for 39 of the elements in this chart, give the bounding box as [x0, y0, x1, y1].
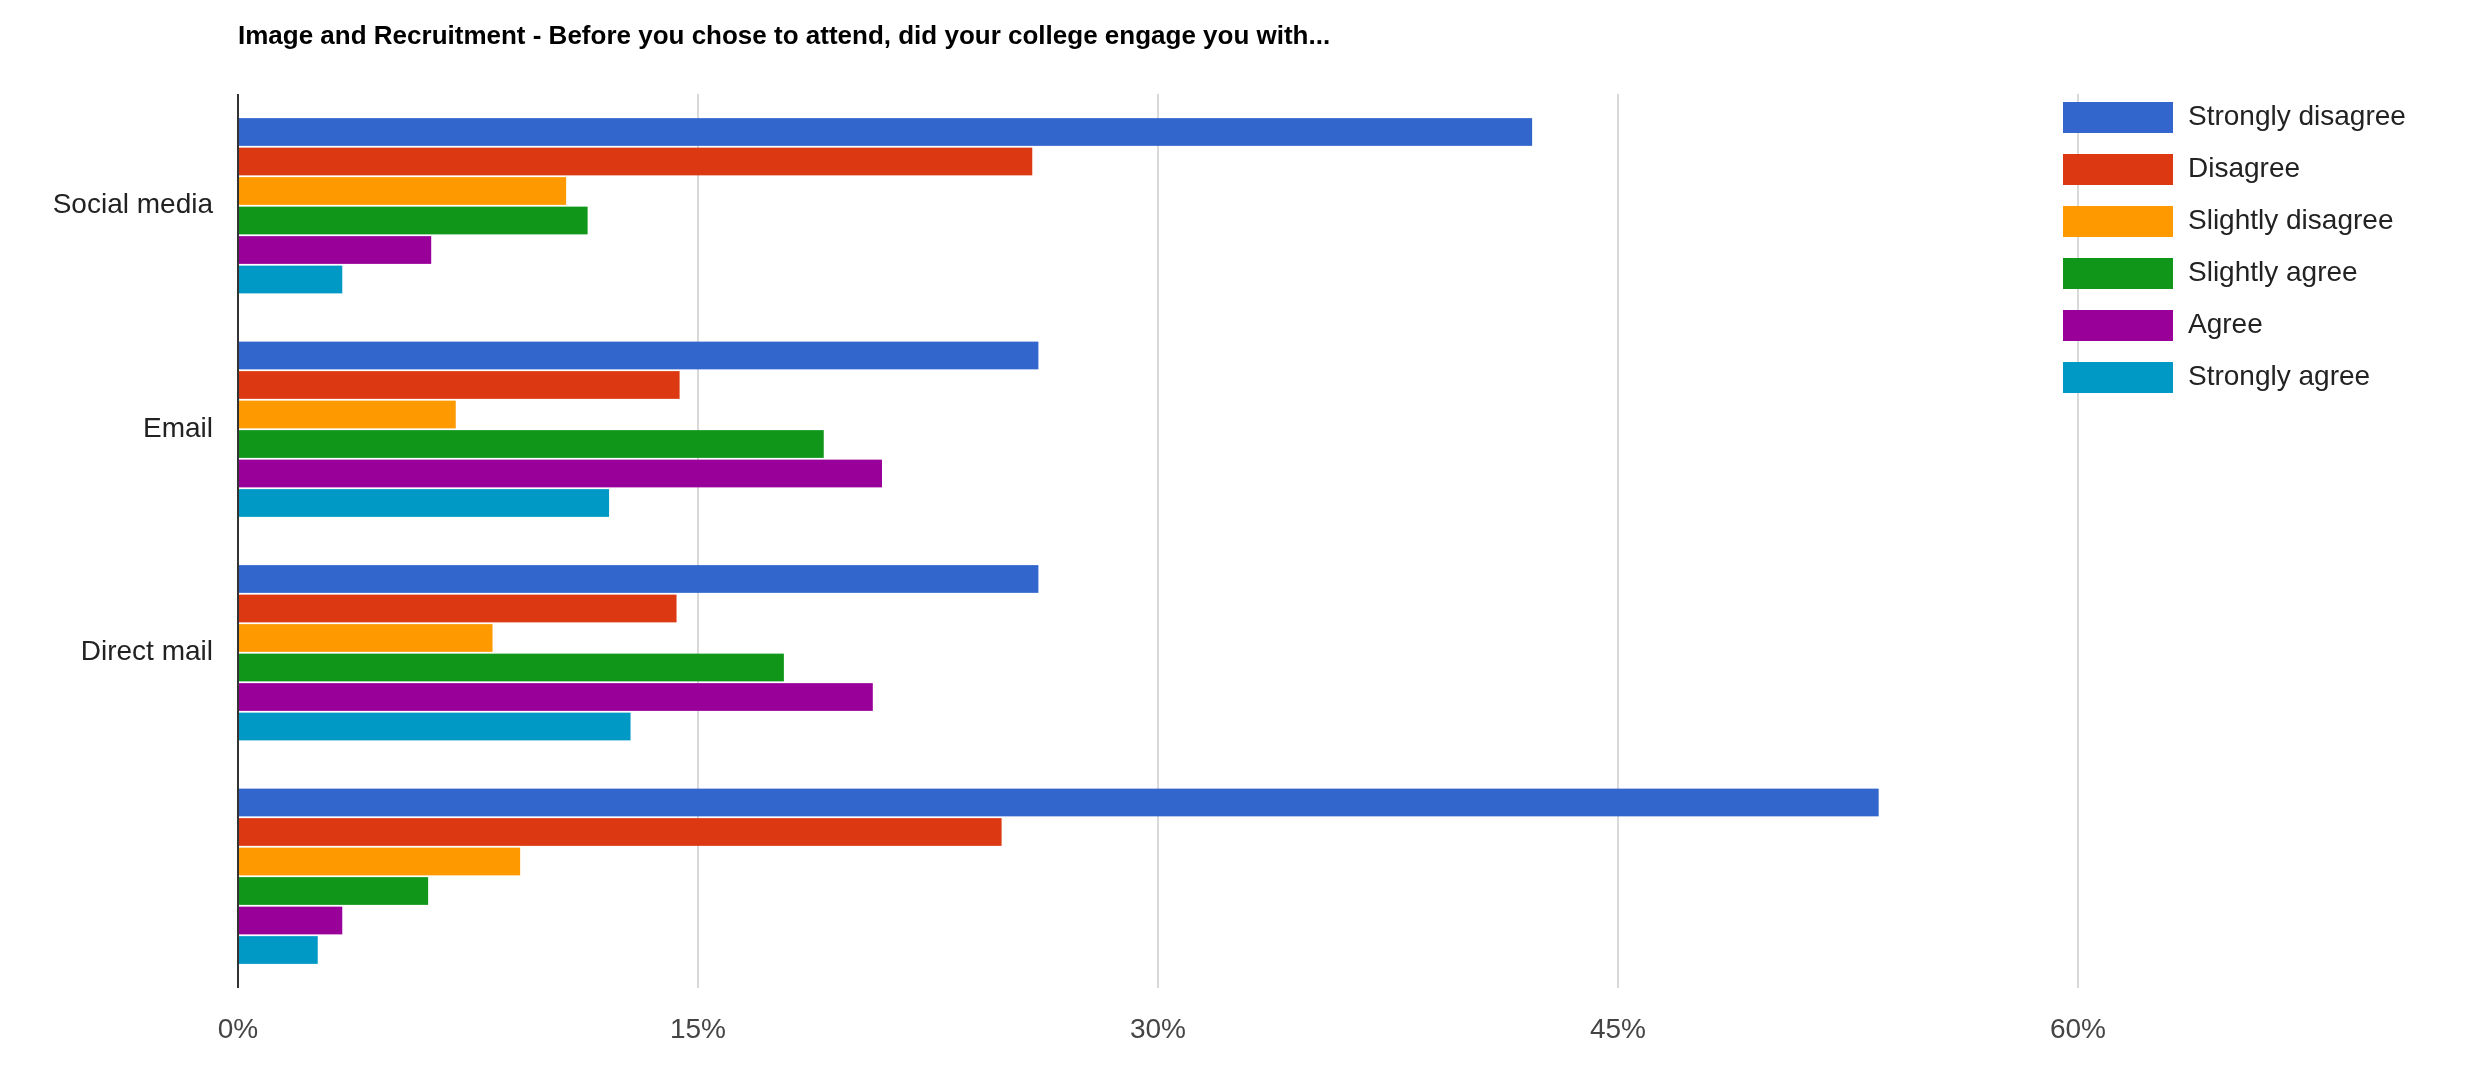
x-tick-label: 60% [2049, 1013, 2107, 1044]
bar [238, 565, 1039, 593]
bar [238, 906, 343, 935]
y-tick-label: Social media [52, 188, 214, 220]
bar [238, 594, 677, 623]
bar [238, 118, 1533, 146]
x-tick-label: 15% [669, 1013, 727, 1044]
bar [238, 877, 429, 905]
bar [238, 177, 567, 205]
x-tick-label: 45% [1589, 1013, 1647, 1044]
bar [238, 371, 680, 399]
legend-label: Slightly disagree [2188, 204, 2394, 236]
bar [238, 147, 1033, 176]
x-tick-label: 0% [217, 1013, 259, 1044]
bar [238, 236, 432, 264]
legend-label: Disagree [2188, 152, 2301, 184]
legend-label: Strongly agree [2188, 360, 2371, 392]
chart-title: Image and Recruitment - Before you chose to attend, did your college engage you with... [238, 20, 1331, 50]
bar [238, 788, 1879, 817]
legend-label: Strongly disagree [2188, 100, 2406, 132]
bar [238, 653, 784, 682]
bar [238, 489, 610, 517]
bar [238, 341, 1039, 370]
bar [238, 818, 1002, 846]
bar [238, 624, 493, 652]
bar [238, 400, 456, 429]
legend-label: Slightly agree [2188, 256, 2358, 288]
bar [238, 206, 588, 235]
bar [238, 683, 873, 711]
bar [238, 847, 521, 876]
bar [238, 459, 882, 488]
bar [238, 430, 824, 458]
y-tick-label: Email [142, 411, 213, 443]
x-tick-label: 30% [1129, 1013, 1187, 1044]
y-tick-label: Direct mail [80, 635, 213, 667]
legend-label: Agree [2188, 308, 2263, 340]
bar [238, 936, 318, 964]
bar [238, 265, 343, 294]
bar [238, 712, 631, 741]
